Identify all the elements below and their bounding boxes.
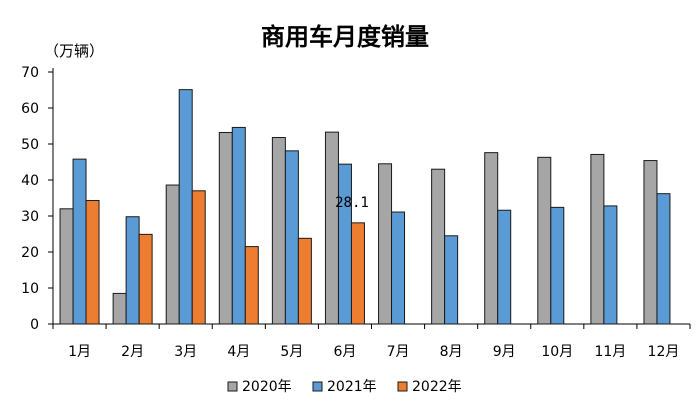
y-tick-label: 0 (30, 317, 39, 333)
y-tick-label: 70 (21, 65, 39, 81)
bar (484, 152, 499, 325)
bar (444, 235, 459, 325)
bar (218, 131, 233, 325)
bar (297, 237, 312, 325)
y-axis-unit-label: （万辆） (44, 42, 104, 60)
legend-swatch (397, 381, 408, 392)
bar (138, 233, 153, 325)
bar (350, 222, 365, 325)
x-category-label: 10月 (541, 344, 573, 360)
x-category-label: 2月 (121, 344, 144, 360)
bar (178, 89, 193, 325)
x-category-label: 5月 (280, 344, 303, 360)
y-tick-label: 60 (21, 101, 39, 117)
x-category-label: 3月 (174, 344, 197, 360)
bar (231, 126, 246, 325)
bar (244, 246, 259, 325)
bar (125, 216, 140, 325)
legend-swatch (227, 381, 238, 392)
legend-label: 2022年 (412, 379, 462, 395)
bar (643, 160, 658, 325)
y-axis: 0 10 20 30 40 50 60 70 (21, 65, 54, 333)
chart-title: 商用车月度销量 (261, 23, 429, 51)
bar (165, 184, 180, 325)
bar (656, 193, 671, 325)
y-tick-label: 30 (21, 209, 39, 225)
legend-swatch (312, 381, 323, 392)
bar (59, 208, 74, 325)
bar (590, 153, 605, 325)
bar (112, 292, 127, 325)
bar (337, 163, 352, 325)
bar (378, 163, 393, 325)
bar (271, 137, 286, 325)
x-category-label: 7月 (387, 344, 410, 360)
bar (72, 158, 87, 325)
bar (550, 206, 565, 325)
bar (537, 156, 552, 325)
bars-group (59, 89, 671, 325)
x-category-label: 4月 (227, 344, 250, 360)
x-category-label: 12月 (648, 344, 680, 360)
x-category-label: 6月 (333, 344, 356, 360)
bar (284, 150, 299, 325)
legend-label: 2020年 (242, 379, 292, 395)
y-tick-label: 10 (21, 281, 39, 297)
annotations-group: 28.1 (335, 195, 369, 211)
bar (603, 205, 618, 325)
x-category-label: 8月 (440, 344, 463, 360)
bar (324, 131, 339, 325)
x-category-label: 9月 (493, 344, 516, 360)
data-label: 28.1 (335, 195, 369, 211)
y-tick-label: 50 (21, 137, 39, 153)
bar (391, 211, 406, 325)
legend: 2020年 2021年 2022年 (227, 379, 462, 395)
bar (85, 200, 100, 325)
x-category-label: 11月 (594, 344, 626, 360)
bar (191, 190, 206, 325)
bar (497, 209, 512, 325)
legend-label: 2021年 (327, 379, 377, 395)
x-axis: 1月 2月 3月 4月 5月 6月 7月 8月 9月 10月 11月 12月 (52, 323, 691, 360)
x-category-label: 1月 (68, 344, 91, 360)
y-tick-label: 40 (21, 173, 39, 189)
bar (431, 168, 446, 325)
y-tick-label: 20 (21, 245, 39, 261)
